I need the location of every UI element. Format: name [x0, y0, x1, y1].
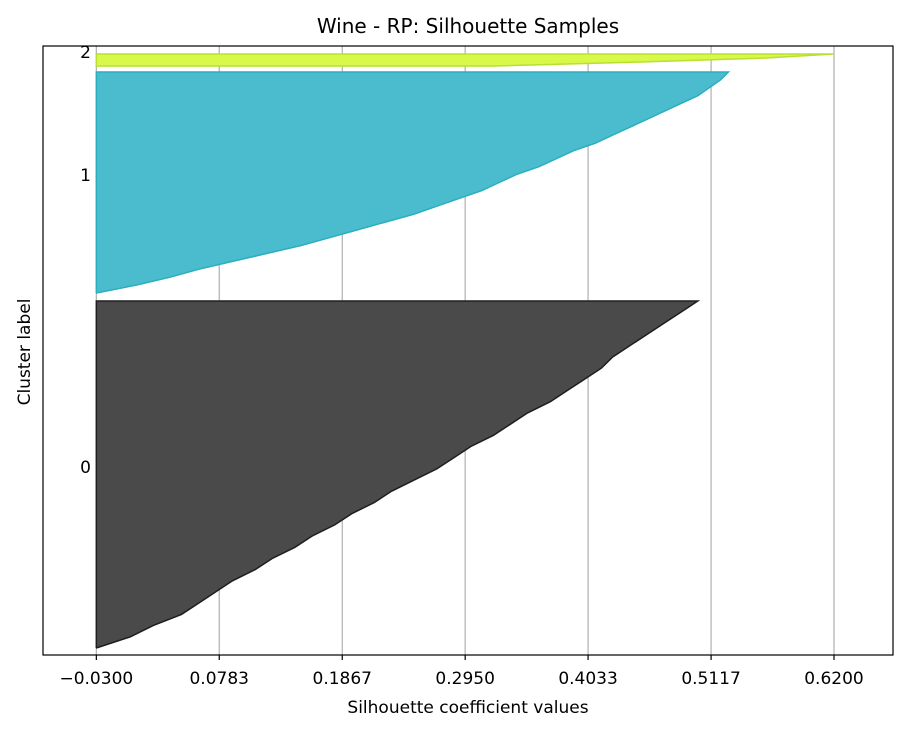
cluster-areas	[95, 53, 835, 649]
x-tick-label: 0.0783	[189, 669, 248, 689]
x-tick-label: 0.5117	[681, 669, 740, 689]
y-axis-label: Cluster label	[15, 299, 35, 406]
x-ticks: −0.0300 0.0783 0.1867 0.2950 0.4033 0.5117 0.6…	[59, 655, 864, 689]
chart-title: Wine - RP: Silhouette Samples	[317, 14, 619, 38]
x-tick-label: 0.1867	[313, 669, 372, 689]
x-tick-label: 0.4033	[558, 669, 617, 689]
cluster-2-silhouette	[95, 53, 835, 67]
y-tick-label: 2	[80, 43, 91, 63]
cluster-1-silhouette	[95, 71, 731, 294]
y-ticks: 0 1 2	[80, 43, 91, 478]
x-axis-label: Silhouette coefficient values	[347, 698, 588, 718]
x-tick-label: 0.6200	[804, 669, 863, 689]
x-tick-label: −0.0300	[59, 669, 133, 689]
y-tick-label: 0	[80, 458, 91, 478]
cluster-0-silhouette	[95, 300, 701, 649]
x-tick-label: 0.2950	[435, 669, 494, 689]
y-tick-label: 1	[80, 166, 91, 186]
plot-frame	[42, 45, 894, 656]
